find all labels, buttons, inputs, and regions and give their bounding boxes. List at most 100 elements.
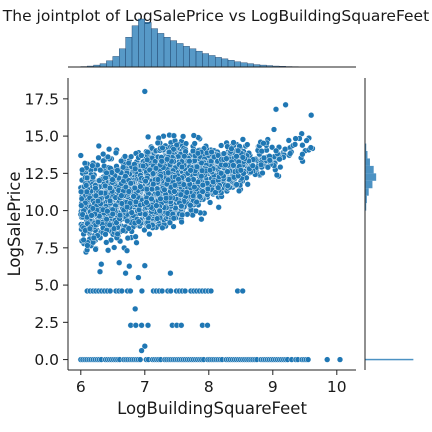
scatter-point [107, 288, 113, 294]
scatter-point [207, 200, 213, 206]
scatter-point [304, 138, 310, 144]
scatter-point [142, 212, 148, 218]
scatter-point [171, 133, 177, 139]
scatter-point [191, 133, 197, 139]
scatter-point [265, 164, 271, 170]
scatter-point [300, 151, 306, 157]
x-tick-label: 8 [204, 378, 214, 396]
scatter-point [128, 180, 134, 186]
scatter-point [155, 177, 161, 183]
scatter-point [234, 182, 240, 188]
scatter-point [132, 185, 138, 191]
scatter-point [79, 167, 85, 173]
scatter-point [172, 189, 178, 195]
scatter-point [231, 140, 237, 146]
marginal-x-bar [183, 46, 189, 67]
scatter-point [179, 212, 185, 218]
scatter-point [185, 177, 191, 183]
scatter-point [78, 189, 84, 195]
scatter-point [231, 163, 237, 169]
y-axis-label: LogSalePrice [5, 171, 24, 276]
scatter-point [95, 219, 101, 225]
chart-title: The jointplot of LogSalePrice vs LogBuil… [2, 7, 429, 25]
scatter-point [215, 185, 221, 191]
scatter-point [235, 148, 241, 154]
scatter-point [133, 234, 139, 240]
scatter-point [144, 200, 150, 206]
scatter-point [90, 163, 96, 169]
marginal-x-bar [190, 49, 196, 67]
scatter-point [142, 263, 148, 269]
scatter-point [179, 164, 185, 170]
scatter-point [155, 140, 161, 146]
scatter-point [84, 189, 90, 195]
x-axis-ticks: 6 7 8 9 10 [76, 370, 347, 396]
scatter-point [95, 198, 101, 204]
y-tick-label: 10.0 [24, 202, 59, 220]
scatter-point [208, 288, 214, 294]
scatter-point [188, 168, 194, 174]
scatter-point [164, 156, 170, 162]
scatter-point [103, 231, 109, 237]
scatter-point [104, 170, 110, 176]
marginal-x-bar [241, 63, 247, 67]
scatter-point [87, 226, 93, 232]
y-tick-label: 2.5 [34, 314, 59, 332]
scatter-point [78, 203, 84, 209]
scatter-point [271, 127, 277, 133]
scatter-point [105, 208, 111, 214]
scatter-point [163, 195, 169, 201]
scatter-point [149, 196, 155, 202]
scatter-point [144, 157, 150, 163]
marginal-x-bar [145, 22, 151, 67]
scatter-point [120, 228, 126, 234]
scatter-point [200, 182, 206, 188]
marginal-x-bar [234, 62, 240, 67]
scatter-point [192, 141, 198, 147]
scatter-point [223, 162, 229, 168]
scatter-point [126, 160, 132, 166]
scatter-point [145, 149, 151, 155]
marginal-x-bar [138, 19, 144, 67]
scatter-point [216, 204, 222, 210]
marginal-y-bar [365, 166, 374, 173]
marginal-y-bar [365, 181, 372, 188]
scatter-point [198, 173, 204, 179]
scatter-point [199, 216, 205, 222]
scatter-point [277, 164, 283, 170]
marginal-y-bar [365, 359, 413, 361]
scatter-point [178, 322, 184, 328]
scatter-point [139, 322, 145, 328]
scatter-point [133, 322, 139, 328]
scatter-point [250, 163, 256, 169]
marginal-x-bar [158, 33, 164, 67]
scatter-point [287, 151, 293, 157]
scatter-point [110, 177, 116, 183]
scatter-point [261, 155, 267, 161]
x-tick-label: 6 [76, 378, 86, 396]
scatter-point [126, 189, 132, 195]
scatter-point [176, 176, 182, 182]
y-tick-label: 7.5 [34, 239, 59, 257]
marginal-x-histogram [81, 19, 318, 67]
x-tick-label: 9 [268, 378, 278, 396]
scatter-point [168, 288, 174, 294]
marginal-x-bar [151, 29, 157, 67]
scatter-point [159, 158, 165, 164]
scatter-point [100, 151, 106, 157]
scatter-point [107, 198, 113, 204]
scatter-point [194, 164, 200, 170]
scatter-point [308, 145, 314, 151]
scatter-point [274, 172, 280, 178]
scatter-point [240, 288, 246, 294]
scatter-point [197, 194, 203, 200]
scatter-point [132, 166, 138, 172]
scatter-point [195, 150, 201, 156]
scatter-point [83, 183, 89, 189]
marginal-x-bar [215, 57, 221, 67]
scatter-point [103, 240, 109, 246]
scatter-point [238, 167, 244, 173]
marginal-x-bar [126, 37, 132, 67]
